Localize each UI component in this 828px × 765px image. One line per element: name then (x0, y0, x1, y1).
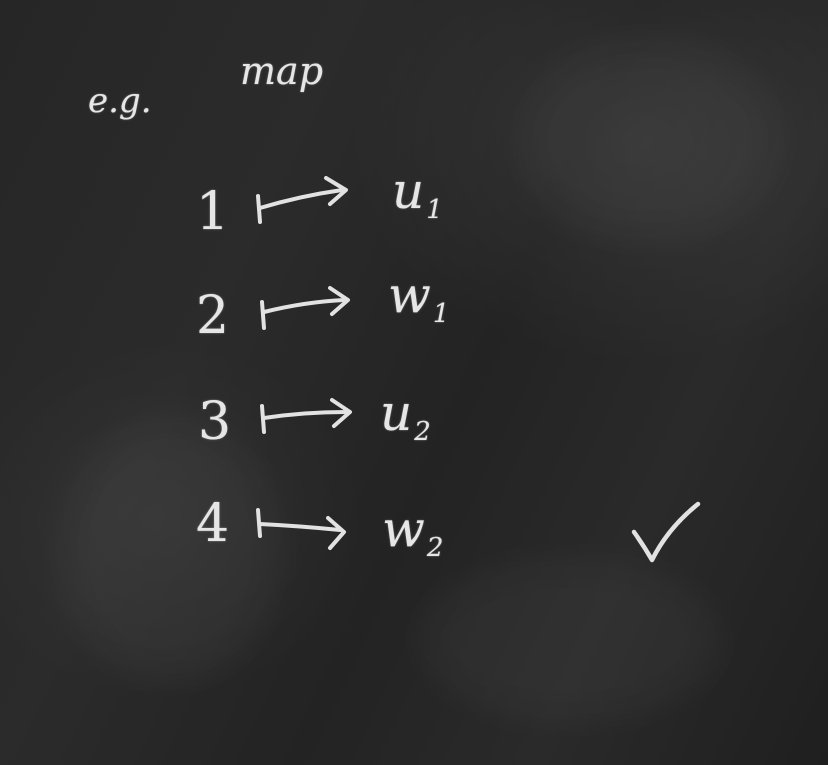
maps-to-arrow-1-icon (256, 176, 348, 224)
eg-label: e.g. (88, 81, 152, 121)
maps-to-arrow-2-icon (260, 286, 350, 330)
row-3-to: u2 (380, 384, 431, 447)
checkmark-icon (631, 501, 701, 563)
row-2-from: 2 (196, 286, 230, 346)
row-1-from: 1 (196, 182, 230, 242)
row-4-from: 4 (196, 494, 230, 554)
row-4-to: w2 (382, 500, 444, 563)
row-2-to: w1 (388, 266, 450, 329)
row-1-to: u1 (392, 162, 443, 225)
row-3-from: 3 (198, 392, 232, 452)
maps-to-arrow-4-icon (256, 508, 346, 550)
map-label: map (240, 49, 324, 93)
maps-to-arrow-3-icon (260, 398, 352, 434)
